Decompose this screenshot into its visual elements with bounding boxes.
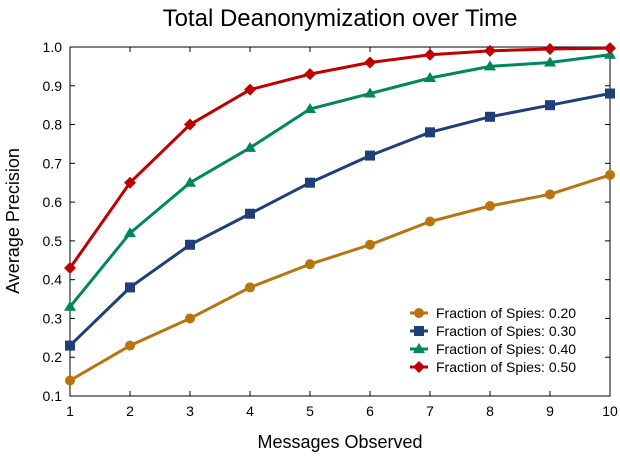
x-tick-label: 4 <box>246 403 254 419</box>
legend-item: Fraction of Spies: 0.40 <box>410 341 576 357</box>
diamond-marker <box>544 42 556 55</box>
legend-label: Fraction of Spies: 0.30 <box>436 323 576 339</box>
x-tick-label: 7 <box>426 403 434 419</box>
series-line <box>68 46 611 269</box>
x-tick-label: 2 <box>126 403 134 419</box>
triangle-marker <box>304 103 316 114</box>
legend-item: Fraction of Spies: 0.50 <box>410 359 576 375</box>
y-tick-label: 0.5 <box>43 233 63 249</box>
diamond-marker <box>413 361 425 373</box>
series-group <box>64 42 616 386</box>
legend-label: Fraction of Spies: 0.20 <box>436 305 576 321</box>
x-tick-label: 10 <box>602 403 618 419</box>
y-tick-label: 1.0 <box>43 39 63 55</box>
y-axis-label: Average Precision <box>3 148 23 294</box>
series-line <box>68 92 611 347</box>
y-tick-label: 0.9 <box>43 78 63 94</box>
x-tick-label: 6 <box>366 403 374 419</box>
chart-title: Total Deanonymization over Time <box>163 5 518 32</box>
square-marker <box>125 282 135 293</box>
triangle-marker <box>544 56 556 67</box>
series-line <box>68 53 611 308</box>
triangle-marker <box>413 343 425 353</box>
diamond-marker <box>304 68 316 81</box>
y-tick-label: 0.4 <box>43 272 63 288</box>
y-tick-label: 0.8 <box>43 117 63 133</box>
triangle-marker <box>124 227 136 238</box>
circle-marker <box>365 239 375 250</box>
square-marker <box>365 150 375 161</box>
circle-marker <box>545 189 555 200</box>
circle-marker <box>414 308 424 318</box>
legend-label: Fraction of Spies: 0.40 <box>436 341 576 357</box>
square-marker <box>485 111 495 122</box>
triangle-marker <box>244 141 256 152</box>
circle-marker <box>65 375 75 386</box>
triangle-marker <box>184 176 196 187</box>
x-tick-label: 3 <box>186 403 194 419</box>
x-tick-label: 9 <box>546 403 554 419</box>
triangle-marker <box>64 300 76 311</box>
square-marker <box>545 100 555 111</box>
legend-item: Fraction of Spies: 0.30 <box>410 323 576 339</box>
diamond-marker <box>244 83 256 96</box>
y-tick-label: 0.2 <box>43 349 63 365</box>
x-tick-label: 5 <box>306 403 314 419</box>
diamond-marker <box>364 56 376 69</box>
legend: Fraction of Spies: 0.20 Fraction of Spies… <box>410 305 576 375</box>
diamond-marker <box>604 42 616 55</box>
y-tick-label: 0.1 <box>43 388 63 404</box>
square-marker <box>65 340 75 351</box>
series-line <box>69 173 611 382</box>
circle-marker <box>245 282 255 293</box>
diamond-marker <box>124 176 136 189</box>
diamond-marker <box>484 44 496 57</box>
series-4 <box>64 42 616 275</box>
diamond-marker <box>184 118 196 131</box>
diamond-marker <box>64 262 76 275</box>
square-marker <box>305 177 315 188</box>
circle-marker <box>425 216 435 227</box>
triangle-marker <box>364 87 376 98</box>
circle-marker <box>125 340 135 351</box>
circle-marker <box>605 169 615 180</box>
circle-marker <box>185 313 195 324</box>
y-tick-label: 0.6 <box>43 194 63 210</box>
legend-item: Fraction of Spies: 0.20 <box>410 305 576 321</box>
triangle-marker <box>484 60 496 71</box>
square-marker <box>425 127 435 138</box>
x-tick-label: 1 <box>66 403 74 419</box>
diamond-marker <box>424 48 436 61</box>
square-marker <box>414 326 424 336</box>
series-3 <box>64 48 616 311</box>
x-axis-label: Messages Observed <box>257 432 422 452</box>
triangle-marker <box>424 72 436 83</box>
series-2 <box>65 88 615 351</box>
circle-marker <box>305 259 315 270</box>
series-1 <box>65 169 615 386</box>
circle-marker <box>485 200 495 211</box>
square-marker <box>605 88 615 99</box>
square-marker <box>185 239 195 250</box>
plot-frame <box>69 46 611 397</box>
square-marker <box>245 208 255 219</box>
y-tick-label: 0.3 <box>43 310 63 326</box>
y-tick-label: 0.7 <box>43 155 63 171</box>
legend-label: Fraction of Spies: 0.50 <box>436 359 576 375</box>
x-tick-label: 8 <box>486 403 494 419</box>
axes: 1 2 3 4 5 6 7 8 9 10 0.1 0.2 0.3 0.4 0.5 0.6 0.7 0.8 0.9 1.… <box>43 39 618 419</box>
